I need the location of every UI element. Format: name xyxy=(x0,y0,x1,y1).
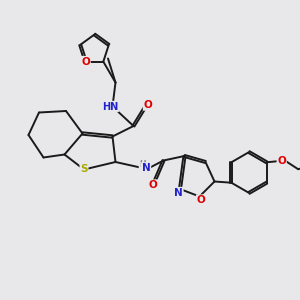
Text: N: N xyxy=(174,188,183,198)
Text: O: O xyxy=(81,57,90,67)
Text: O: O xyxy=(143,100,152,110)
Text: S: S xyxy=(80,164,88,175)
Text: O: O xyxy=(196,195,206,205)
Text: H: H xyxy=(139,160,146,169)
Text: N: N xyxy=(142,163,151,173)
Text: HN: HN xyxy=(102,101,118,112)
Text: O: O xyxy=(277,156,286,166)
Text: O: O xyxy=(148,180,158,190)
